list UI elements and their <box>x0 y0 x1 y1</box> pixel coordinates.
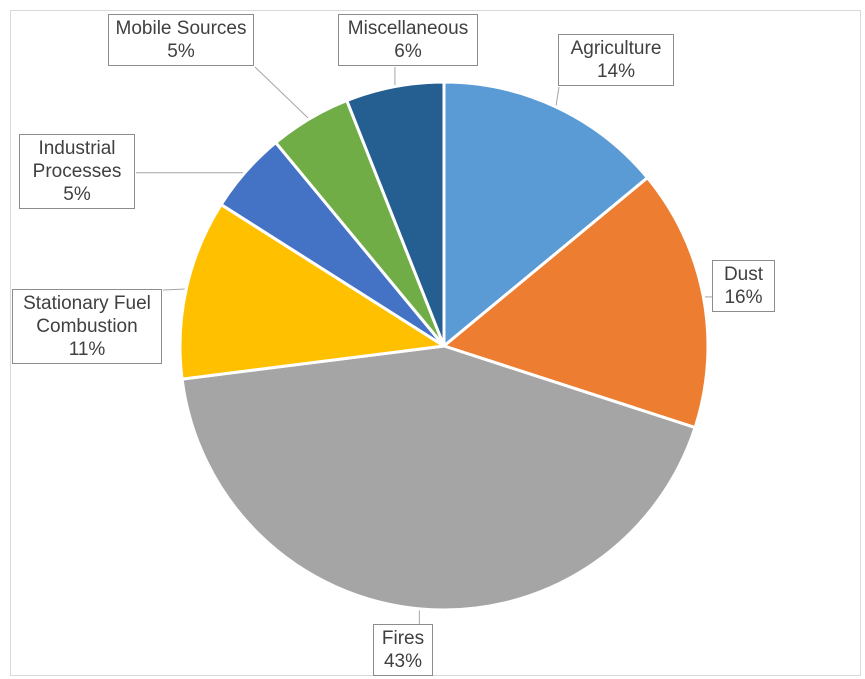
pie-slices <box>178 80 710 612</box>
slice-label-stationary-fuel-combustion-percent: 11% <box>68 339 106 360</box>
slice-label-miscellaneous-percent: 6% <box>394 41 422 62</box>
slice-label-miscellaneous: Miscellaneous 6% <box>338 14 478 66</box>
slice-label-dust-percent: 16% <box>724 287 763 308</box>
slice-label-mobile-sources-category: Mobile Sources <box>115 18 247 39</box>
pie-slice-agriculture <box>442 80 650 350</box>
leader-line-agriculture <box>555 86 560 110</box>
slice-label-mobile-sources: Mobile Sources 5% <box>108 14 254 66</box>
slice-label-fires-percent: 43% <box>383 651 423 672</box>
chart-area: Agriculture 14% Dust 16% Fires 43% Stati… <box>10 10 861 676</box>
slice-label-stationary-fuel-combustion-category: Stationary Fuel Combustion <box>23 293 151 337</box>
slice-label-fires: Fires 43% <box>373 624 433 676</box>
pie-slice-fires <box>180 344 697 612</box>
slice-label-agriculture-percent: 14% <box>596 61 636 82</box>
pie-slice-dust <box>440 175 710 430</box>
leader-line-stationary-fuel-combustion <box>162 288 189 291</box>
slice-label-agriculture: Agriculture 14% <box>558 34 674 86</box>
slice-label-industrial-processes: Industrial Processes 5% <box>19 134 135 209</box>
slice-label-fires-category: Fires <box>381 628 425 649</box>
slice-label-miscellaneous-category: Miscellaneous <box>347 18 469 39</box>
pie-slice-miscellaneous <box>344 80 446 347</box>
slice-label-industrial-processes-percent: 5% <box>63 184 91 205</box>
slice-label-dust: Dust 16% <box>712 260 775 312</box>
leader-line-mobile-sources <box>254 66 311 121</box>
slice-label-agriculture-category: Agriculture <box>570 38 662 59</box>
pie-slice-stationary-fuel-combustion <box>178 202 449 381</box>
pie-chart <box>136 66 713 625</box>
slice-label-stationary-fuel-combustion: Stationary Fuel Combustion 11% <box>12 289 162 364</box>
slice-label-industrial-processes-category: Industrial Processes <box>32 138 122 182</box>
slice-label-mobile-sources-percent: 5% <box>167 41 195 62</box>
slice-label-dust-category: Dust <box>723 264 764 285</box>
